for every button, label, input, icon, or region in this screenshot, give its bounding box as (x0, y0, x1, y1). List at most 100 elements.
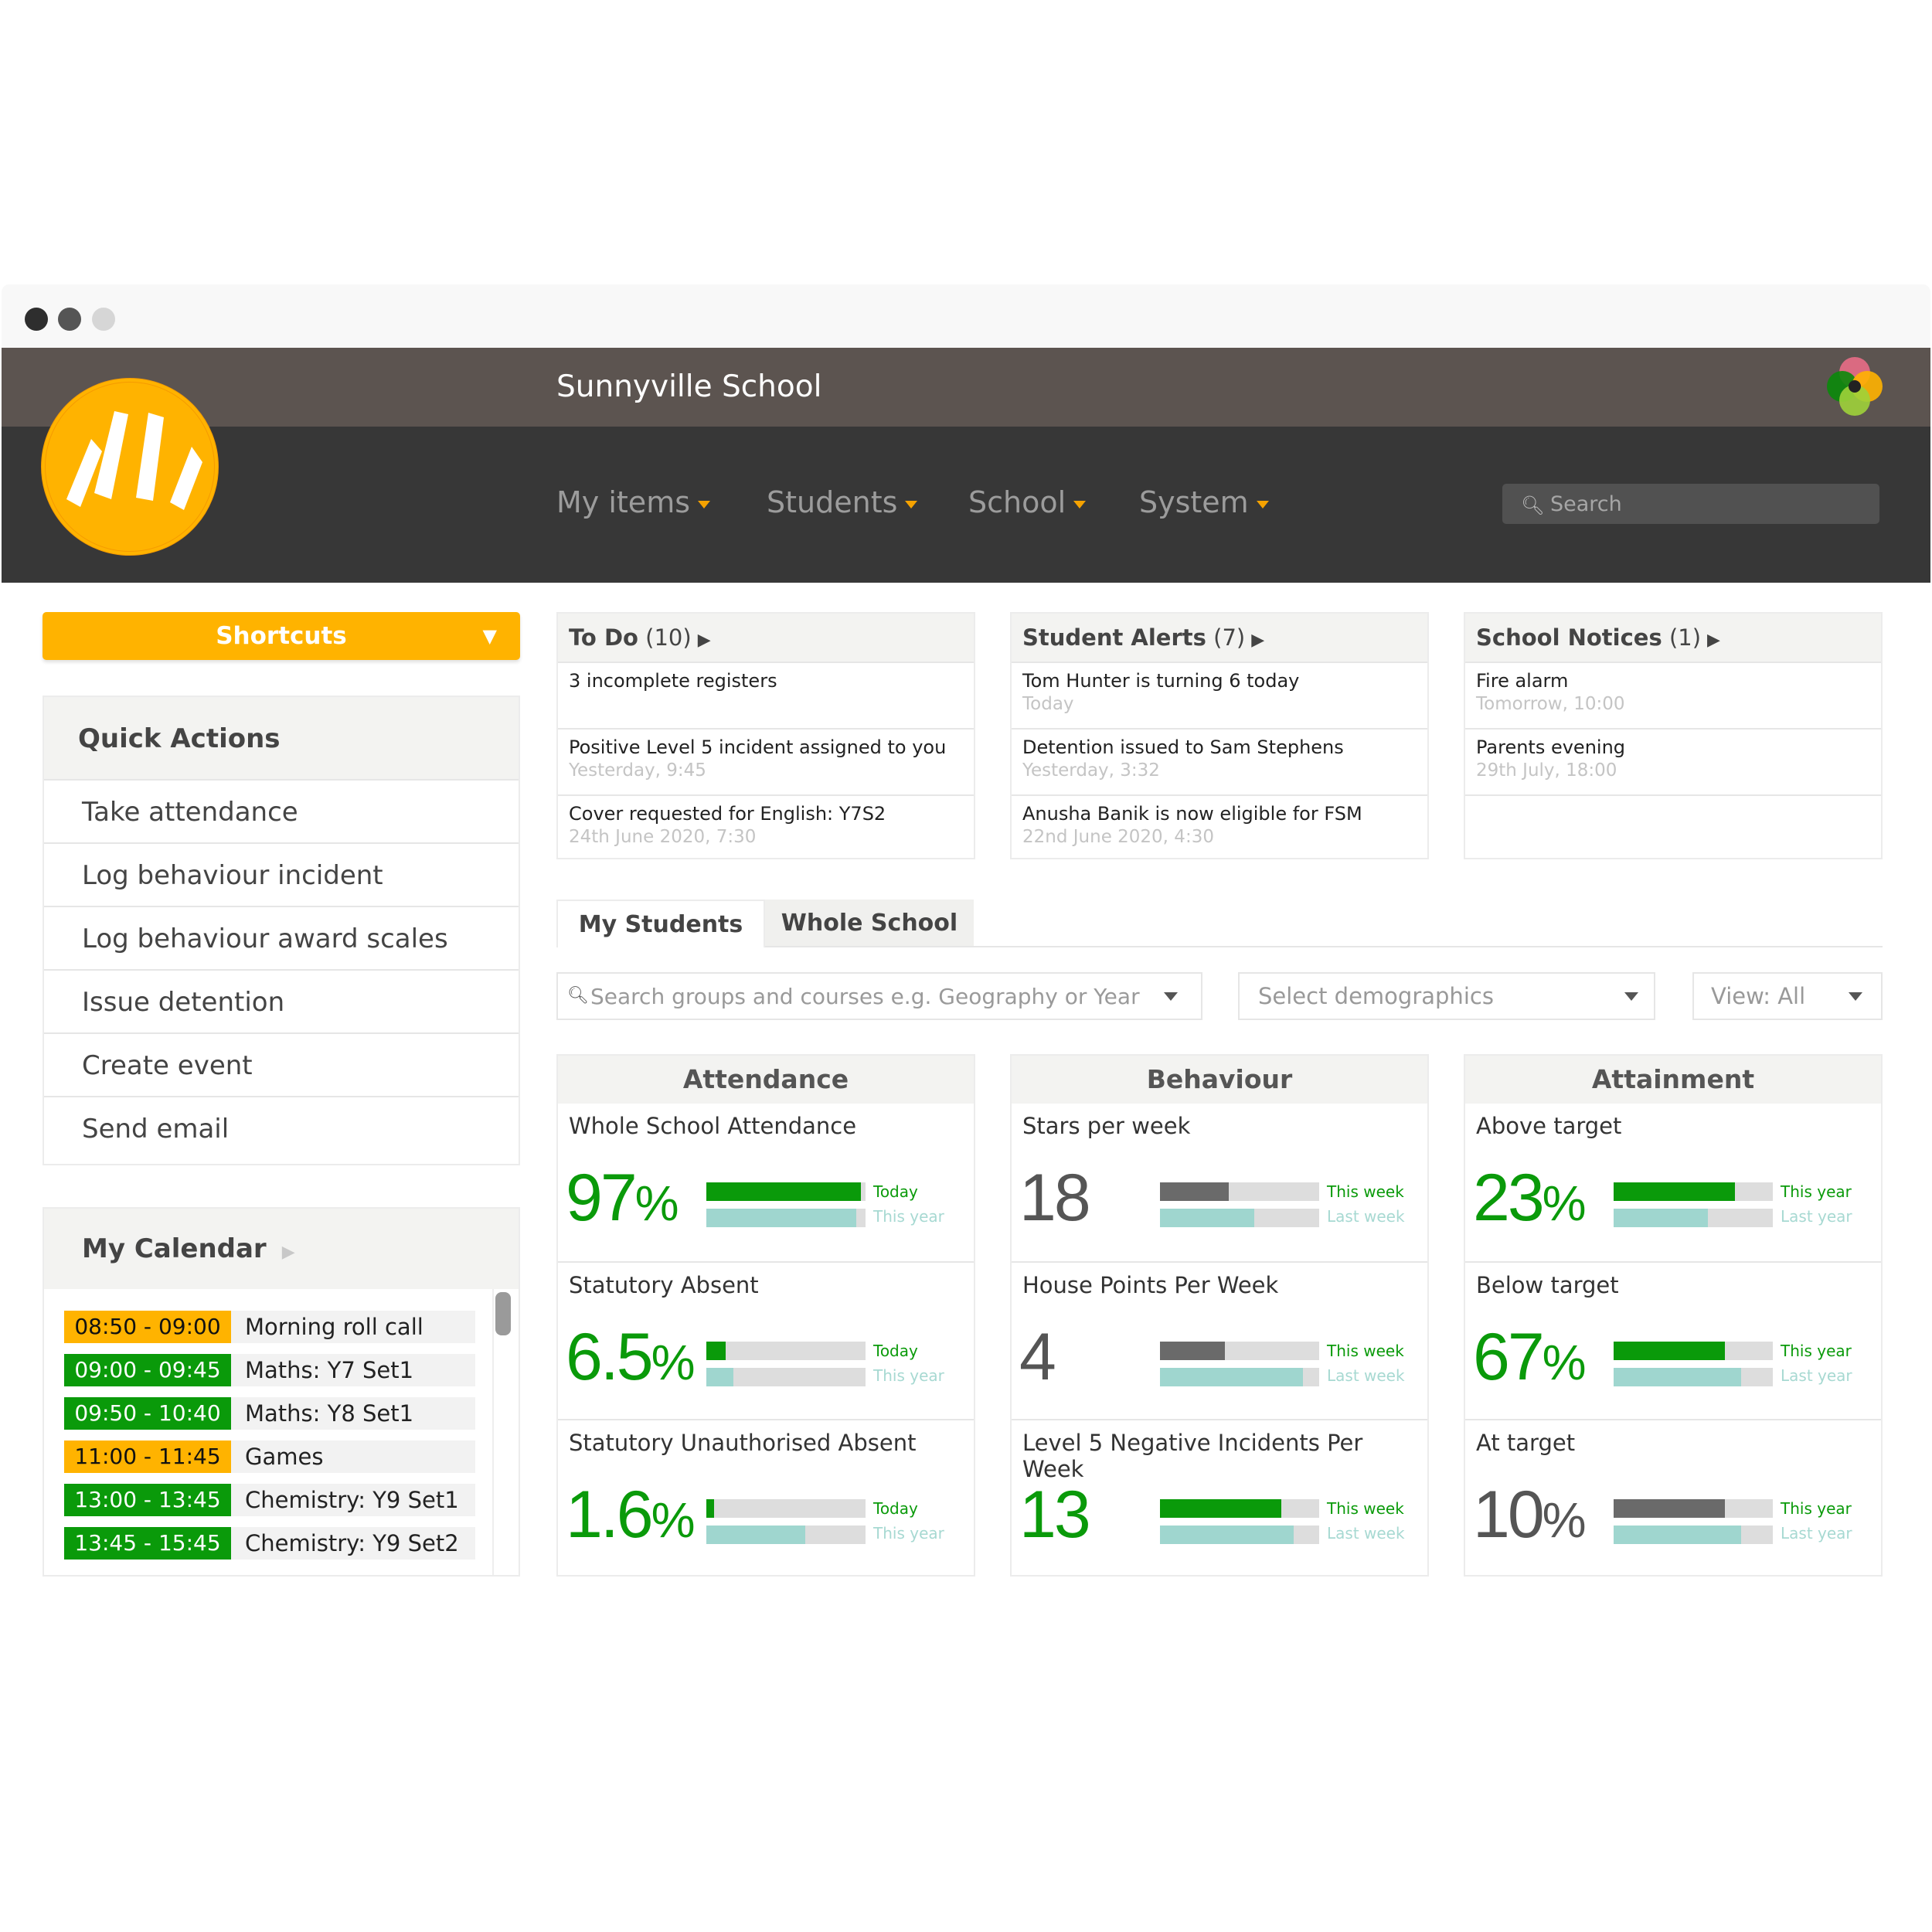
calendar-scrollbar[interactable] (495, 1292, 511, 1335)
notice-item[interactable]: Fire alarm Tomorrow, 10:00 (1465, 662, 1881, 728)
calendar-event[interactable]: 11:00 - 11:45 Games (64, 1440, 475, 1473)
notice-item[interactable]: Parents evening 29th July, 18:00 (1465, 728, 1881, 794)
alert-item-time: Yesterday, 3:32 (1022, 760, 1160, 781)
todo-item[interactable]: 3 incomplete registers (558, 662, 974, 728)
nav-system[interactable]: System (1139, 485, 1269, 519)
quick-action-issue-detention[interactable]: Issue detention (44, 971, 519, 1034)
stat-card[interactable]: Statutory Absent 6.5% Today This year (558, 1261, 974, 1419)
app-brand-icon[interactable] (1822, 354, 1887, 419)
todo-item[interactable]: Positive Level 5 incident assigned to yo… (558, 728, 974, 794)
stat-card-value: 6.5% (566, 1318, 695, 1401)
stat-card-value: 13 (1019, 1476, 1091, 1559)
window-close-icon[interactable] (25, 308, 48, 331)
calendar-event[interactable]: 13:45 - 15:45 Chemistry: Y9 Set2 (64, 1527, 475, 1560)
stat-compare-label: Last week (1327, 1207, 1405, 1226)
notice-item-text: Parents evening (1476, 736, 1626, 758)
stat-card-title: House Points Per Week (1022, 1272, 1279, 1298)
alert-item[interactable]: Anusha Banik is now eligible for FSM 22nd… (1012, 794, 1427, 861)
todo-item[interactable]: Cover requested for English: Y7S2 24th Ju… (558, 794, 974, 861)
alert-item-time: Today (1022, 694, 1074, 714)
shortcuts-button[interactable]: Shortcuts ▼ (43, 612, 520, 660)
calendar-event[interactable]: 08:50 - 09:00 Morning roll call (64, 1311, 475, 1343)
stat-current-label: Today (873, 1342, 918, 1360)
group-search-input[interactable] (590, 981, 1147, 1011)
school-logo-icon[interactable] (40, 377, 219, 556)
student-alerts-count: (7) (1213, 624, 1246, 651)
stat-card[interactable]: Above target 23% This year Last year (1465, 1104, 1881, 1261)
quick-action-log-behaviour-award-scales[interactable]: Log behaviour award scales (44, 907, 519, 971)
stat-card-value: 4 (1019, 1318, 1056, 1401)
todo-header[interactable]: To Do (10) ▶ (558, 614, 974, 662)
stat-current-label: This year (1781, 1499, 1852, 1518)
alert-item[interactable]: Tom Hunter is turning 6 today Today (1012, 662, 1427, 728)
quick-action-log-behaviour-incident[interactable]: Log behaviour incident (44, 844, 519, 907)
tab-my-students[interactable]: My Students (556, 900, 765, 947)
stat-card[interactable]: Statutory Unauthorised Absent 1.6% Today Th… (558, 1419, 974, 1577)
stat-current-bar (1160, 1182, 1319, 1201)
stat-compare-bar (706, 1209, 866, 1227)
my-calendar-header[interactable]: My Calendar ▶ (44, 1209, 519, 1289)
nav-school[interactable]: School (968, 485, 1087, 519)
search-input[interactable] (1550, 488, 1859, 519)
window-minimize-icon[interactable] (58, 308, 81, 331)
stat-value-number: 23 (1473, 1161, 1545, 1235)
stat-compare-bar-fill (1614, 1526, 1741, 1544)
attendance-column: Attendance Whole School Attendance 97% Tod… (556, 1054, 975, 1577)
calendar-event[interactable]: 09:00 - 09:45 Maths: Y7 Set1 (64, 1354, 475, 1386)
stat-card[interactable]: Whole School Attendance 97% Today This year (558, 1104, 974, 1261)
stat-card[interactable]: Below target 67% This year Last year (1465, 1261, 1881, 1419)
group-search-dropdown[interactable]: 🔍︎ (556, 972, 1202, 1020)
stat-current-bar (1614, 1182, 1773, 1201)
my-calendar-title: My Calendar (82, 1233, 267, 1264)
stat-card-value: 18 (1019, 1159, 1091, 1242)
chevron-right-icon: ▶ (1251, 631, 1265, 650)
nav-my-items[interactable]: My items (556, 485, 711, 519)
stat-value-number: 18 (1019, 1161, 1091, 1235)
stat-card[interactable]: At target 10% This year Last year (1465, 1419, 1881, 1577)
chevron-down-icon (1073, 500, 1087, 509)
quick-action-create-event[interactable]: Create event (44, 1034, 519, 1097)
stat-card-value: 23% (1473, 1159, 1587, 1242)
quick-action-send-email[interactable]: Send email (82, 1114, 230, 1145)
stat-current-label: This week (1327, 1499, 1404, 1518)
nav-students[interactable]: Students (767, 485, 918, 519)
stat-current-bar-fill (1160, 1499, 1281, 1518)
calendar-event[interactable]: 09:50 - 10:40 Maths: Y8 Set1 (64, 1397, 475, 1430)
stat-card[interactable]: House Points Per Week 4 This week Last week (1012, 1261, 1427, 1419)
student-alerts-header[interactable]: Student Alerts (7) ▶ (1012, 614, 1427, 662)
stat-compare-bar-fill (1614, 1368, 1741, 1386)
tab-whole-school[interactable]: Whole School (765, 900, 974, 947)
school-notices-header[interactable]: School Notices (1) ▶ (1465, 614, 1881, 662)
todo-item-text: 3 incomplete registers (569, 670, 777, 692)
stat-compare-bar-fill (706, 1368, 734, 1386)
alert-item-text: Tom Hunter is turning 6 today (1022, 670, 1300, 692)
stat-compare-bar-fill (706, 1209, 856, 1227)
stat-compare-bar (1614, 1209, 1773, 1227)
alert-item-text: Detention issued to Sam Stephens (1022, 736, 1344, 758)
chevron-down-icon (1164, 992, 1178, 1001)
stat-compare-bar (706, 1526, 866, 1544)
stat-current-bar (1160, 1499, 1319, 1518)
chevron-down-icon (698, 500, 711, 509)
global-search[interactable]: 🔍︎ (1502, 484, 1879, 524)
stat-current-bar-fill (1614, 1499, 1726, 1518)
stat-card[interactable]: Stars per week 18 This week Last week (1012, 1104, 1427, 1261)
chevron-down-icon (1849, 992, 1862, 1001)
stat-compare-bar-fill (1614, 1209, 1708, 1227)
stat-value-number: 13 (1019, 1478, 1091, 1552)
nav-system-label: System (1139, 485, 1249, 519)
quick-action-take-attendance[interactable]: Take attendance (44, 781, 519, 844)
calendar-event[interactable]: 13:00 - 13:45 Chemistry: Y9 Set1 (64, 1484, 475, 1516)
stat-compare-label: This year (873, 1207, 944, 1226)
window-maximize-icon[interactable] (92, 308, 115, 331)
school-name: Sunnyville School (556, 369, 822, 404)
stat-card-title: At target (1476, 1430, 1576, 1456)
stat-compare-bar (1160, 1368, 1319, 1386)
attainment-column: Attainment Above target 23% This year Last … (1464, 1054, 1883, 1577)
alert-item[interactable]: Detention issued to Sam Stephens Yesterda… (1012, 728, 1427, 794)
view-select[interactable]: View: All (1692, 972, 1883, 1020)
demographics-select[interactable]: Select demographics (1238, 972, 1655, 1020)
calendar-event-label: Chemistry: Y9 Set1 (231, 1484, 475, 1516)
stat-card[interactable]: Level 5 Negative Incidents Per Week 13 Thi… (1012, 1419, 1427, 1577)
stat-compare-bar (1614, 1526, 1773, 1544)
